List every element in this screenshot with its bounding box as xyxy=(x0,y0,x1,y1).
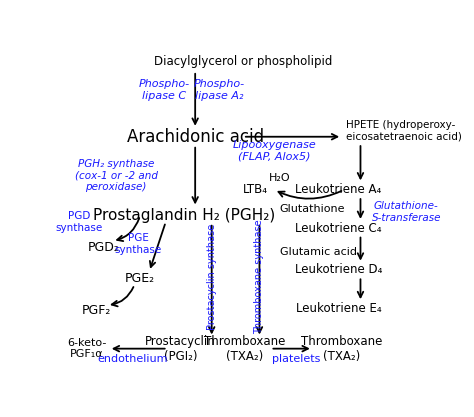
Text: PGD
synthase: PGD synthase xyxy=(56,211,103,233)
Text: H₂O: H₂O xyxy=(269,173,291,183)
Text: Phospho-
lipase A₂: Phospho- lipase A₂ xyxy=(193,79,245,101)
Text: platelets: platelets xyxy=(272,354,320,364)
Text: Leukotriene A₄: Leukotriene A₄ xyxy=(295,183,382,196)
Text: Leukotriene E₄: Leukotriene E₄ xyxy=(296,302,381,315)
Text: Diacylglycerol or phospholipid: Diacylglycerol or phospholipid xyxy=(154,55,332,68)
Text: PGD₂: PGD₂ xyxy=(87,241,119,254)
Text: Glutathione-
S-transferase: Glutathione- S-transferase xyxy=(372,201,441,223)
Text: Glutathione: Glutathione xyxy=(280,204,345,214)
Text: PGE₂: PGE₂ xyxy=(125,271,155,284)
Text: Thromboxane
(TXA₂): Thromboxane (TXA₂) xyxy=(204,335,285,363)
Text: endothelium: endothelium xyxy=(98,354,168,364)
Text: HPETE (hydroperoxy-
eicosatetraenoic acid): HPETE (hydroperoxy- eicosatetraenoic aci… xyxy=(346,120,462,141)
Text: PGF₂: PGF₂ xyxy=(82,304,110,317)
Text: 6-keto-
PGF₁α: 6-keto- PGF₁α xyxy=(67,338,107,359)
Text: Prostacyclin synthase: Prostacyclin synthase xyxy=(207,223,217,329)
Text: Phospho-
lipase C: Phospho- lipase C xyxy=(138,79,190,101)
Text: Leukotriene C₄: Leukotriene C₄ xyxy=(295,222,382,235)
Text: Leukotriene D₄: Leukotriene D₄ xyxy=(295,264,382,276)
Text: Prostaglandin H₂ (PGH₂): Prostaglandin H₂ (PGH₂) xyxy=(93,208,275,223)
Text: PGE
synthase: PGE synthase xyxy=(115,234,162,255)
Text: Prostacyclin
(PGI₂): Prostacyclin (PGI₂) xyxy=(145,335,216,363)
Text: LTB₄: LTB₄ xyxy=(243,183,268,196)
Text: Lipooxygenase
(FLAP, Alox5): Lipooxygenase (FLAP, Alox5) xyxy=(232,141,316,162)
Text: Arachidonic acid: Arachidonic acid xyxy=(127,128,264,146)
Text: Glutamic acid: Glutamic acid xyxy=(280,247,356,257)
Text: PGH₂ synthase
(cox-1 or -2 and
peroxidase): PGH₂ synthase (cox-1 or -2 and peroxidas… xyxy=(75,158,158,192)
Text: Thromboxane
(TXA₂): Thromboxane (TXA₂) xyxy=(301,335,383,363)
Text: Thromboxane synthase: Thromboxane synthase xyxy=(255,219,264,334)
